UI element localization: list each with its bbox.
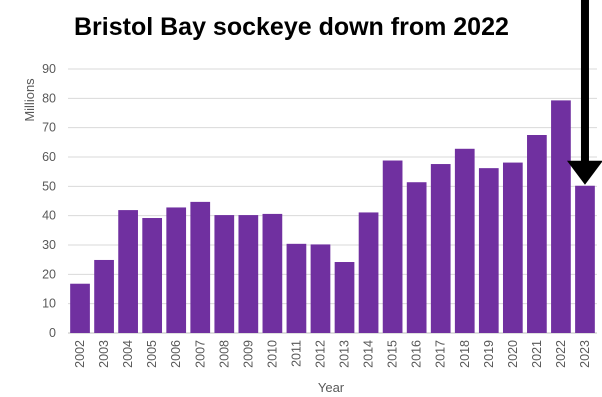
bar — [262, 213, 283, 333]
bar — [358, 212, 379, 333]
bar — [551, 100, 571, 334]
x-tick-label: 2022 — [554, 340, 568, 368]
x-tick-label: 2009 — [241, 340, 255, 368]
bar — [166, 207, 187, 333]
x-tick-label: 2018 — [458, 340, 472, 368]
bar — [382, 160, 403, 333]
x-tick-label: 2019 — [482, 340, 496, 368]
y-axis-ticks: 0 10 20 30 40 50 60 70 80 90 — [42, 62, 56, 340]
y-tick-label: 60 — [42, 150, 56, 164]
bars — [70, 100, 595, 334]
x-tick-label: 2008 — [217, 340, 231, 368]
bar — [70, 283, 90, 333]
x-tick-label: 2020 — [506, 340, 520, 368]
x-axis-label: Year — [318, 380, 345, 395]
bar — [190, 201, 211, 333]
y-tick-label: 30 — [42, 238, 56, 252]
bar — [142, 218, 163, 333]
x-tick-label: 2011 — [289, 340, 303, 367]
bar — [310, 244, 331, 333]
x-tick-label: 2007 — [193, 340, 207, 368]
x-tick-label: 2006 — [169, 340, 183, 368]
y-tick-label: 90 — [42, 62, 56, 76]
y-tick-label: 80 — [42, 91, 56, 105]
bar — [406, 182, 427, 333]
y-axis-label: Millions — [22, 78, 37, 122]
bar — [454, 148, 475, 333]
y-tick-label: 20 — [42, 267, 56, 281]
x-tick-label: 2021 — [530, 340, 544, 368]
chart-title: Bristol Bay sockeye down from 2022 — [74, 13, 509, 41]
x-tick-label: 2010 — [265, 340, 279, 368]
x-tick-label: 2014 — [362, 340, 376, 368]
y-tick-label: 0 — [49, 326, 56, 340]
y-tick-label: 70 — [42, 121, 56, 135]
x-tick-label: 2013 — [338, 340, 352, 368]
bar — [238, 215, 259, 333]
x-tick-label: 2017 — [434, 340, 448, 368]
x-tick-label: 2023 — [578, 340, 592, 368]
bar — [430, 164, 451, 333]
x-tick-label: 2002 — [73, 340, 87, 368]
bar — [94, 259, 114, 333]
arrow-shaft — [580, 0, 589, 162]
x-tick-label: 2003 — [97, 340, 111, 368]
bar — [334, 262, 355, 333]
bar — [527, 135, 547, 333]
down-arrow-annotation — [566, 0, 602, 185]
x-axis-ticks: 2002 2003 2004 2005 2006 2007 2008 2009 2010 2011… — [73, 340, 592, 368]
x-tick-label: 2004 — [121, 340, 135, 368]
bar — [575, 185, 595, 333]
x-tick-label: 2012 — [313, 340, 327, 368]
bar — [214, 215, 235, 333]
x-tick-label: 2016 — [410, 340, 424, 368]
x-tick-label: 2015 — [386, 340, 400, 368]
bar — [478, 168, 499, 333]
bar — [286, 243, 307, 333]
y-tick-label: 40 — [42, 209, 56, 223]
x-tick-label: 2005 — [145, 340, 159, 368]
arrow-head — [566, 160, 602, 185]
y-tick-label: 50 — [42, 179, 56, 193]
bar — [502, 162, 523, 333]
bar — [118, 210, 138, 333]
y-tick-label: 10 — [42, 297, 56, 311]
